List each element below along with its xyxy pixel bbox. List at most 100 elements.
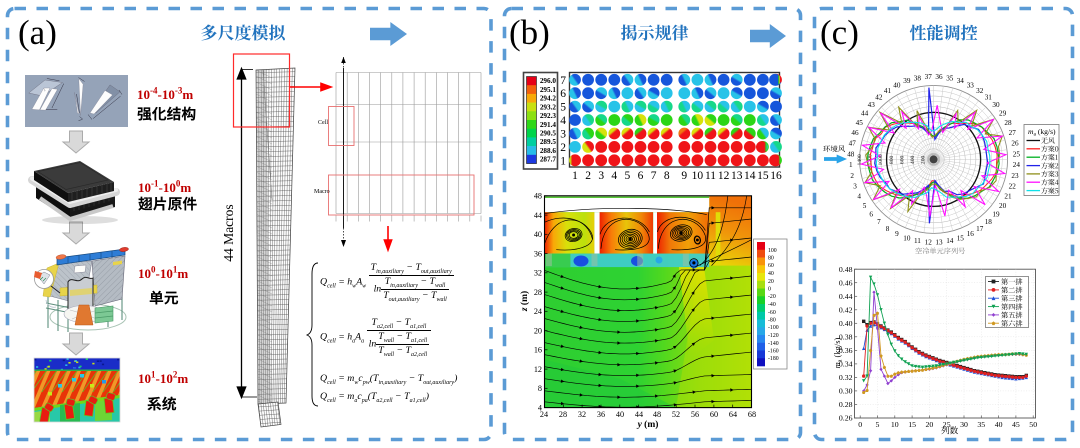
svg-text:0: 0 bbox=[768, 287, 771, 293]
svg-text:20: 20 bbox=[768, 279, 774, 285]
svg-text:44 Macros: 44 Macros bbox=[221, 204, 236, 261]
svg-text:46: 46 bbox=[851, 129, 859, 137]
svg-text:29: 29 bbox=[999, 110, 1007, 118]
svg-text:38: 38 bbox=[914, 74, 922, 82]
svg-text:16: 16 bbox=[534, 346, 542, 355]
svg-text:6: 6 bbox=[560, 88, 566, 100]
svg-text:25: 25 bbox=[1013, 150, 1021, 158]
svg-text:26: 26 bbox=[1011, 140, 1019, 148]
svg-text:z (m): z (m) bbox=[519, 291, 530, 312]
svg-text:36: 36 bbox=[935, 73, 943, 81]
svg-text:15: 15 bbox=[757, 170, 769, 182]
svg-text:0.34: 0.34 bbox=[839, 360, 853, 369]
svg-text:293.2: 293.2 bbox=[540, 103, 557, 111]
svg-text:64: 64 bbox=[729, 410, 737, 419]
svg-text:2: 2 bbox=[560, 142, 566, 154]
svg-text:21: 21 bbox=[1004, 193, 1012, 201]
svg-text:20: 20 bbox=[534, 326, 542, 335]
svg-text:-140: -140 bbox=[768, 341, 779, 347]
svg-text:33: 33 bbox=[967, 81, 975, 89]
svg-text:10: 10 bbox=[903, 234, 911, 242]
svg-text:5: 5 bbox=[560, 102, 566, 114]
svg-text:8: 8 bbox=[886, 225, 890, 233]
svg-text:0.48: 0.48 bbox=[839, 265, 853, 274]
svg-text:13: 13 bbox=[731, 170, 743, 182]
svg-text:9: 9 bbox=[681, 170, 687, 182]
svg-text:18: 18 bbox=[985, 218, 993, 226]
svg-text:37: 37 bbox=[925, 73, 933, 81]
svg-text:17: 17 bbox=[976, 225, 984, 233]
svg-text:3: 3 bbox=[598, 170, 604, 182]
svg-text:32: 32 bbox=[578, 410, 586, 419]
svg-text:23: 23 bbox=[1011, 172, 1019, 180]
svg-text:0.28: 0.28 bbox=[839, 400, 853, 409]
svg-text:7: 7 bbox=[877, 218, 881, 226]
svg-text:0.26: 0.26 bbox=[839, 414, 853, 423]
svg-text:25: 25 bbox=[943, 420, 951, 429]
svg-text:28: 28 bbox=[534, 288, 542, 297]
svg-text:43: 43 bbox=[868, 101, 876, 109]
svg-text:400: 400 bbox=[910, 156, 916, 165]
svg-text:40: 40 bbox=[768, 271, 774, 277]
svg-text:45: 45 bbox=[1012, 420, 1020, 429]
svg-text:60: 60 bbox=[768, 263, 774, 269]
svg-text:48: 48 bbox=[847, 150, 855, 158]
svg-text:289.5: 289.5 bbox=[540, 138, 557, 146]
svg-text:4: 4 bbox=[560, 115, 566, 127]
svg-text:8: 8 bbox=[664, 170, 670, 182]
svg-text:9: 9 bbox=[895, 230, 899, 238]
svg-text:80: 80 bbox=[768, 256, 774, 262]
svg-text:40: 40 bbox=[995, 420, 1003, 429]
svg-text:48: 48 bbox=[653, 410, 661, 419]
svg-text:10: 10 bbox=[692, 170, 704, 182]
svg-text:1: 1 bbox=[572, 170, 578, 182]
svg-text:100: 100 bbox=[768, 248, 777, 254]
svg-text:1000: 1000 bbox=[878, 154, 884, 165]
svg-text:ma (kg/s): ma (kg/s) bbox=[832, 337, 844, 368]
svg-text:290.5: 290.5 bbox=[540, 130, 557, 138]
svg-text:24: 24 bbox=[534, 307, 542, 316]
svg-text:40: 40 bbox=[893, 81, 901, 89]
svg-text:4: 4 bbox=[857, 193, 861, 201]
svg-text:1: 1 bbox=[849, 161, 853, 169]
svg-text:1400: 1400 bbox=[857, 154, 863, 165]
svg-text:60: 60 bbox=[710, 410, 718, 419]
svg-text:5: 5 bbox=[625, 170, 631, 182]
svg-text:11: 11 bbox=[705, 170, 716, 182]
svg-text:52: 52 bbox=[672, 410, 680, 419]
svg-text:-40: -40 bbox=[768, 302, 776, 308]
svg-text:15: 15 bbox=[908, 420, 916, 429]
svg-text:27: 27 bbox=[1009, 129, 1017, 137]
svg-text:12: 12 bbox=[925, 239, 933, 247]
svg-text:6: 6 bbox=[638, 170, 644, 182]
svg-text:5: 5 bbox=[876, 420, 880, 429]
svg-text:16: 16 bbox=[967, 230, 975, 238]
svg-text:28: 28 bbox=[559, 410, 567, 419]
svg-text:68: 68 bbox=[748, 410, 756, 419]
svg-text:y (m): y (m) bbox=[637, 419, 659, 430]
svg-text:287.7: 287.7 bbox=[540, 156, 557, 164]
svg-text:0.40: 0.40 bbox=[839, 319, 853, 328]
svg-text:44: 44 bbox=[861, 110, 869, 118]
svg-text:35: 35 bbox=[977, 420, 985, 429]
svg-text:30: 30 bbox=[992, 101, 1000, 109]
svg-text:41: 41 bbox=[884, 87, 892, 95]
svg-text:36: 36 bbox=[534, 249, 542, 258]
svg-text:-80: -80 bbox=[768, 318, 776, 324]
svg-text:45: 45 bbox=[856, 119, 864, 127]
svg-text:44: 44 bbox=[534, 211, 542, 220]
svg-text:1: 1 bbox=[560, 155, 566, 167]
svg-text:0.30: 0.30 bbox=[839, 387, 853, 396]
svg-text:42: 42 bbox=[875, 93, 883, 101]
svg-text:30: 30 bbox=[960, 420, 968, 429]
svg-text:20: 20 bbox=[926, 420, 934, 429]
svg-text:36: 36 bbox=[597, 410, 605, 419]
svg-text:50: 50 bbox=[1029, 420, 1037, 429]
svg-text:600: 600 bbox=[899, 156, 905, 165]
svg-text:7: 7 bbox=[560, 75, 566, 87]
svg-text:10: 10 bbox=[891, 420, 899, 429]
svg-text:3: 3 bbox=[853, 183, 857, 191]
svg-text:22: 22 bbox=[1009, 183, 1017, 191]
svg-text:0.38: 0.38 bbox=[839, 332, 853, 341]
svg-text:11: 11 bbox=[914, 237, 921, 245]
